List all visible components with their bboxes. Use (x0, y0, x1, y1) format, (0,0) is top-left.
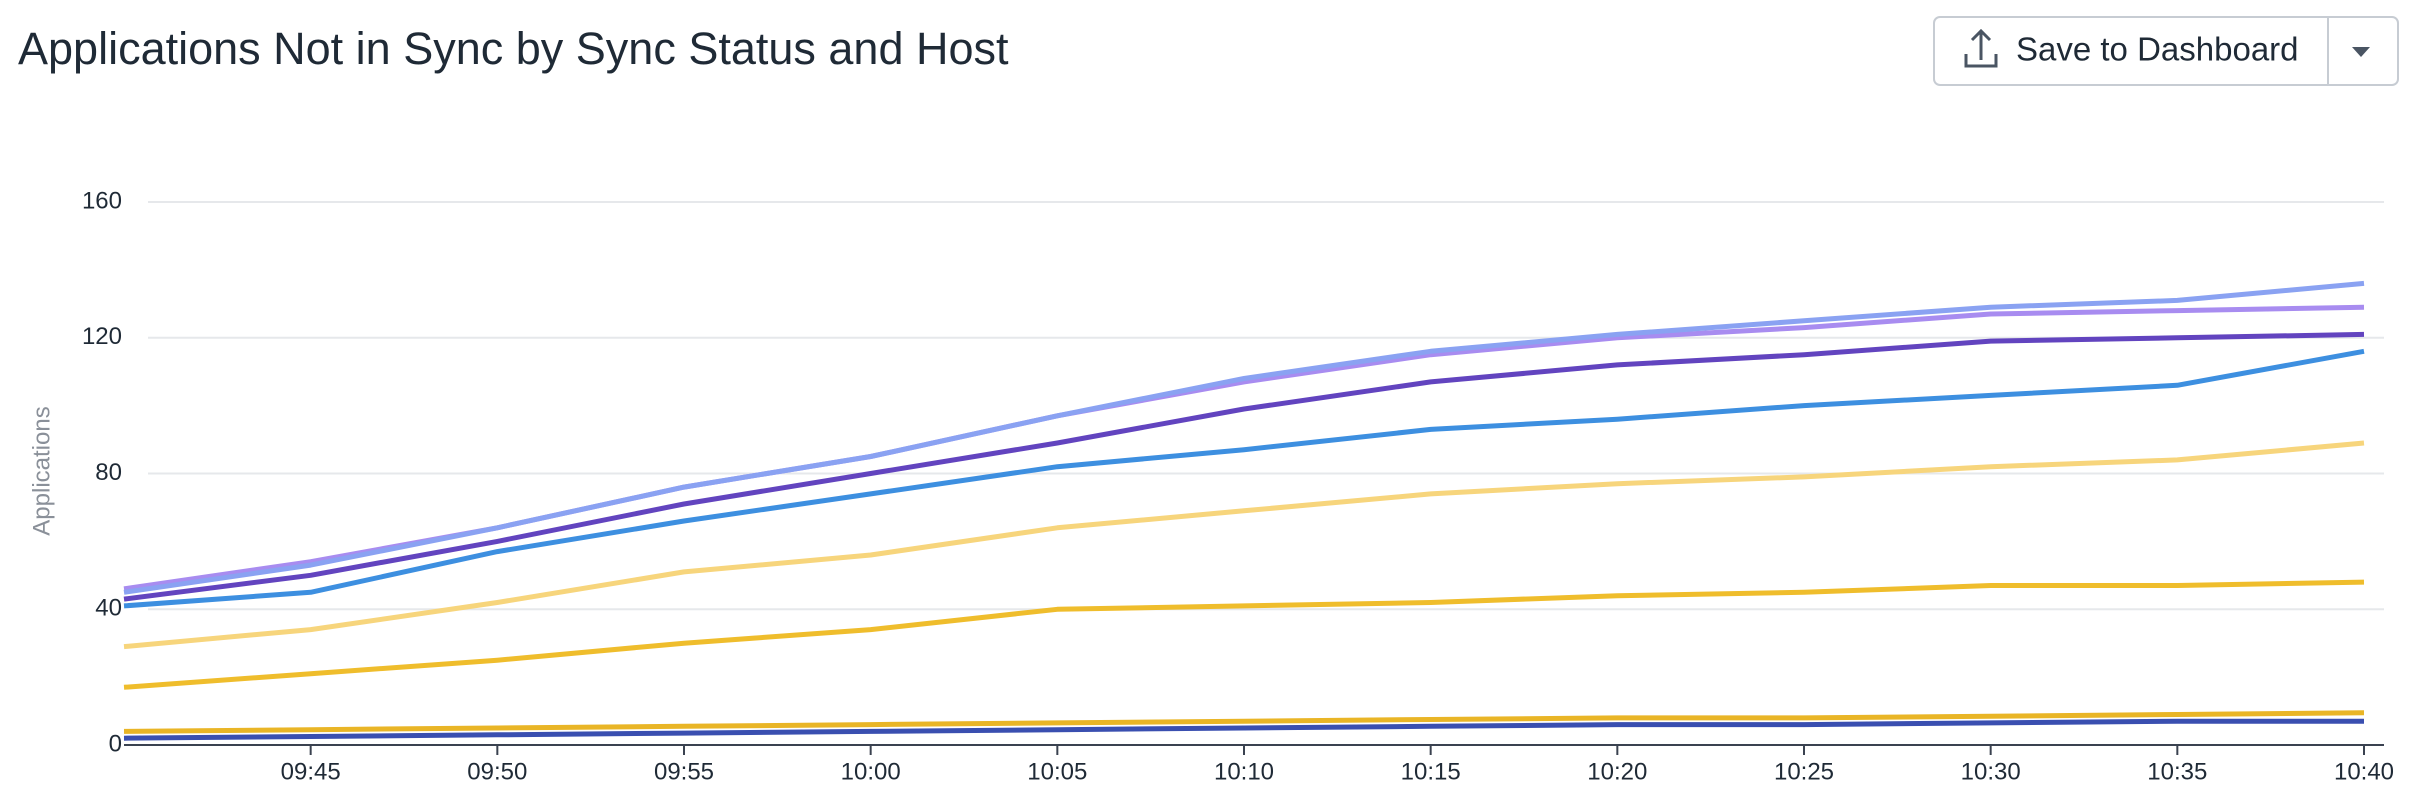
series-line (123, 331, 2365, 602)
chart-title: Applications Not in Sync by Sync Status … (18, 23, 1009, 74)
series-line (123, 440, 2365, 650)
x-tick-label: 10:25 (1774, 758, 1834, 785)
x-tick-label: 09:45 (281, 758, 341, 785)
series-line (123, 718, 2364, 741)
y-tick-label: 160 (82, 187, 122, 214)
x-tick-label: 09:55 (654, 758, 714, 785)
series-line (123, 348, 2365, 609)
y-tick-label: 120 (82, 323, 122, 350)
y-tick-label: 80 (95, 459, 122, 486)
x-tick-label: 10:00 (841, 758, 901, 785)
x-tick-label: 10:15 (1401, 758, 1461, 785)
series-line (123, 710, 2365, 734)
dropdown-arrow[interactable] (2352, 47, 2370, 57)
x-tick-label: 09:50 (467, 758, 527, 785)
series-line (123, 280, 2365, 595)
button-frame[interactable] (1933, 16, 2399, 86)
x-tick-label: 10:30 (1961, 758, 2021, 785)
x-tick-label: 10:05 (1027, 758, 1087, 785)
series-line (123, 579, 2365, 690)
save-button[interactable]: Save to Dashboard (1933, 16, 2399, 86)
x-tick-label: 10:40 (2334, 758, 2394, 785)
y-tick-label: 40 (95, 595, 122, 622)
y-tick-label: 0 (109, 730, 122, 757)
upload-icon (1964, 28, 1998, 68)
x-tick-label: 10:20 (1587, 758, 1647, 785)
x-tick-label: 10:10 (1214, 758, 1274, 785)
y-axis-label: Applications (28, 406, 55, 535)
button-label[interactable]: Save to Dashboard (2016, 31, 2299, 68)
x-tick-label: 10:35 (2147, 758, 2207, 785)
